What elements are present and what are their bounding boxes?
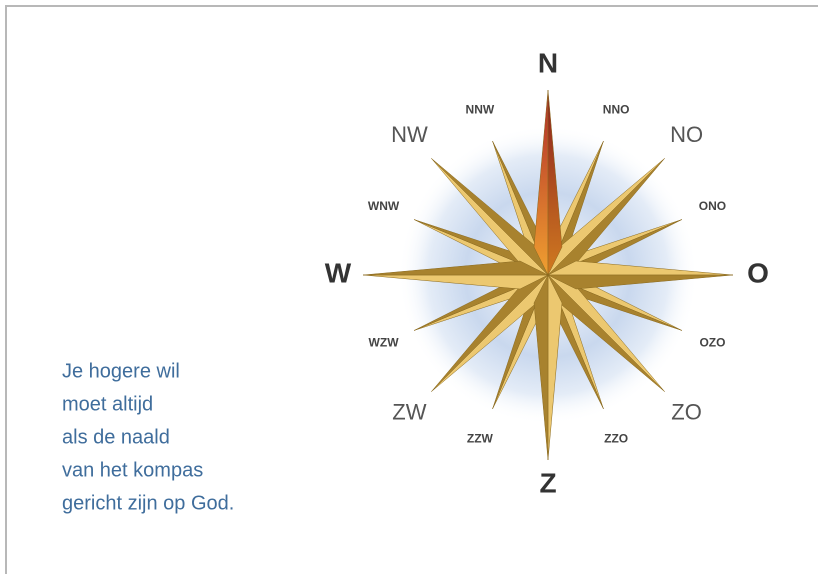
compass-label: NW [391, 122, 428, 147]
quote-line: van het kompas [62, 459, 203, 481]
compass-label: OZO [699, 335, 725, 349]
compass-label: O [747, 257, 769, 288]
quote-line: moet altijd [62, 393, 153, 415]
compass-label: ZZW [467, 432, 494, 446]
compass-label: ZW [392, 399, 426, 424]
compass-label: Z [539, 467, 556, 498]
compass-label: ONO [699, 199, 726, 213]
compass-label: NNO [603, 103, 630, 117]
compass-label: NO [670, 122, 703, 147]
compass-label: WNW [368, 199, 400, 213]
quote-line: gericht zijn op God. [62, 492, 234, 514]
compass-label: WZW [369, 335, 400, 349]
compass-label: N [538, 47, 558, 78]
compass-label: W [325, 257, 352, 288]
card: N NNO NO ONO O OZO ZO ZZO Z ZZW ZW WZW W WNW NW NNW Je … [0, 0, 818, 574]
compass-label: NNW [466, 103, 495, 117]
compass-label: ZO [671, 399, 702, 424]
quote-line: Je hogere wil [62, 360, 180, 382]
quote-line: als de naald [62, 426, 170, 448]
compass-label: ZZO [604, 432, 628, 446]
page: N NNO NO ONO O OZO ZO ZZO Z ZZW ZW WZW W WNW NW NNW Je … [0, 0, 818, 574]
